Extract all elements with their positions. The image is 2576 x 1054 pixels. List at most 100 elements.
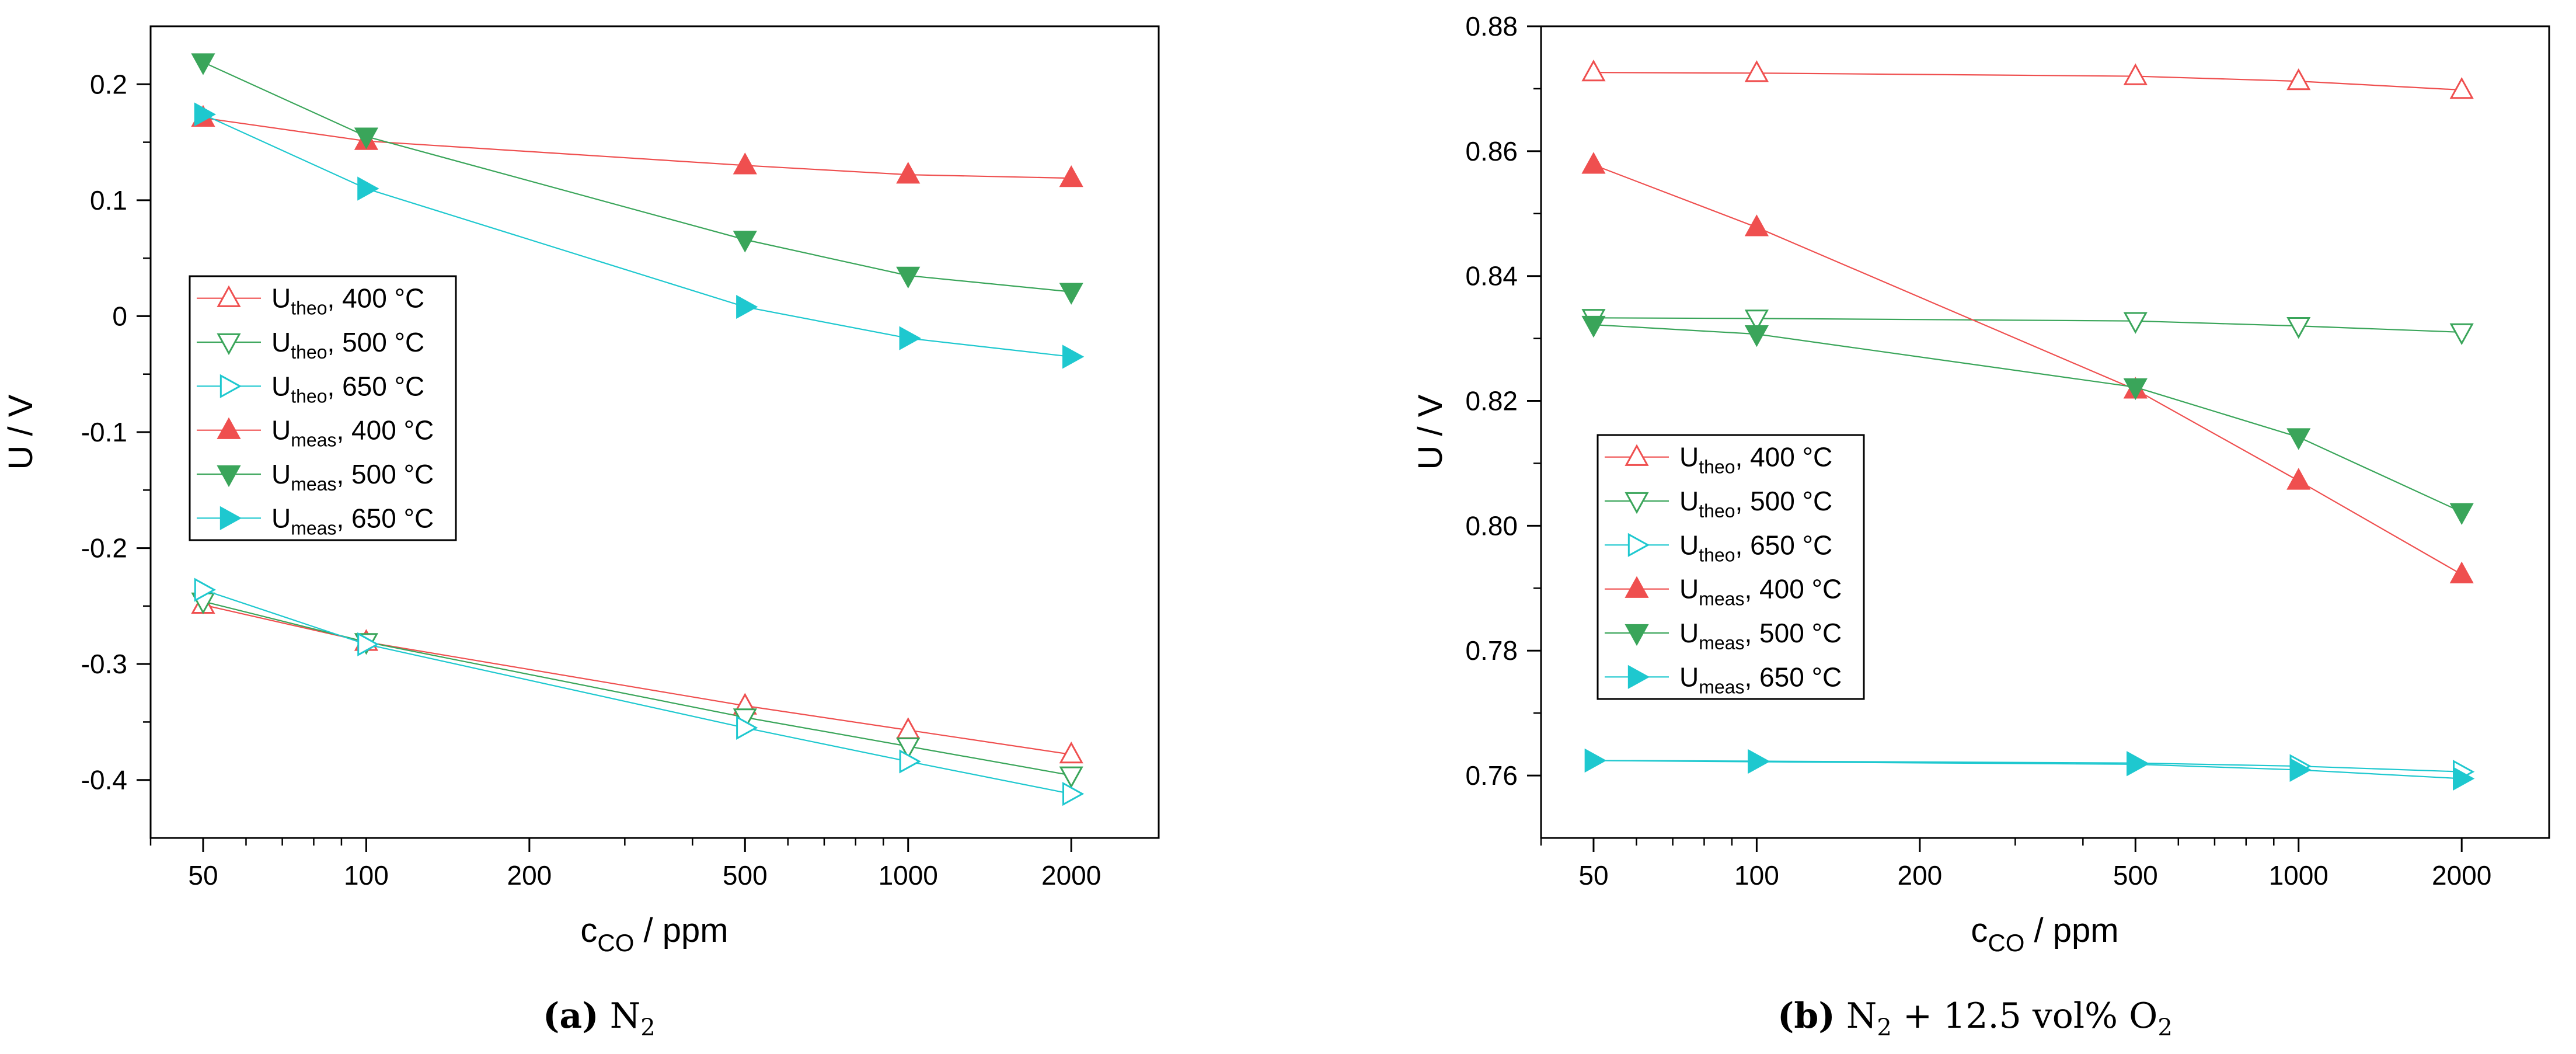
panel-a-data-point [896, 266, 921, 289]
panel-b-legend-label: Utheo, 400 °C [1679, 442, 1832, 478]
panel-a-x-tick-label: 1000 [879, 860, 938, 890]
caption-a-label: (a) [543, 996, 599, 1036]
panel-b-data-point [2123, 63, 2148, 85]
panel-b-series-line-2 [1593, 760, 2462, 773]
panel-a-data-point [357, 176, 379, 201]
caption-a-gas: N [609, 996, 641, 1036]
panel-a-data-point [194, 578, 217, 602]
panel-b-legend-marker [1625, 492, 1649, 514]
panel-b-legend-box [1597, 434, 1865, 700]
panel-b-legend-label: Umeas, 650 °C [1679, 662, 1842, 697]
caption-b-rest-sub: 2 [2157, 1014, 2173, 1041]
panel-a-y-tick-label: 0.2 [90, 69, 127, 99]
panel-a-data-point [899, 749, 921, 774]
panel-a-x-tick-label: 2000 [1041, 860, 1101, 890]
panel-b-data-point [2286, 317, 2311, 339]
panel-a-legend-label: Utheo, 400 °C [271, 283, 424, 319]
panel-b-data-point [2286, 68, 2311, 91]
chart-panel-a: 50 100 200 500 1000 2000 -0.4 -0.3 -0.2 -0.1 0 0.1 0… [2, 25, 1160, 956]
panel-a-data-point [899, 326, 921, 350]
panel-a-series-line-0 [203, 604, 1072, 756]
panel-b-data-point [1581, 60, 1606, 82]
panel-b-legend: Utheo, 400 °C Utheo, 500 °C Utheo, 650 °C U… [1597, 434, 1865, 700]
panel-a-y-tick-label: -0.4 [81, 765, 127, 795]
panel-a-data-point [1059, 741, 1083, 764]
panel-a-legend-box [189, 275, 457, 541]
caption-b: (b) N2 + 12.5 vol% O2 [1777, 996, 2173, 1041]
panel-b-y-tick-label: 0.76 [1465, 760, 1518, 791]
panel-b-x-tick-label: 1000 [2269, 860, 2328, 890]
panel-b-legend-marker [1625, 444, 1649, 466]
panel-a-legend-label: Umeas, 650 °C [271, 503, 434, 538]
panel-b-data-point [2449, 323, 2474, 346]
panel-b-data-point [2127, 752, 2149, 777]
panel-b-data-point [2453, 766, 2475, 791]
panel-b-x-tick-label: 50 [1578, 860, 1608, 890]
panel-b-y-tick-label: 0.82 [1465, 386, 1518, 416]
panel-a-legend-marker [217, 285, 241, 307]
panel-b-y-tick-label: 0.78 [1465, 635, 1518, 666]
panel-b-legend-label: Umeas, 500 °C [1679, 618, 1842, 653]
panel-b-legend-label: Umeas, 400 °C [1679, 574, 1842, 610]
panel-a-data-point [733, 152, 757, 175]
panel-a-data-point [736, 294, 758, 319]
panel-b-data-point [2123, 312, 2148, 334]
caption-b-label: (b) [1777, 996, 1835, 1036]
panel-b-data-point [2449, 503, 2474, 525]
panel-b-y-axis-label: U / V [1411, 394, 1449, 469]
panel-b-legend-label: Utheo, 500 °C [1679, 486, 1832, 521]
panel-a-data-point [733, 231, 757, 253]
panel-a-data-point [1059, 283, 1083, 305]
panel-b-data-point [1581, 152, 1606, 174]
chart-panel-b: 50 100 200 500 1000 2000 0.76 0.78 0.80 0.82 0.84 0… [1411, 11, 2550, 956]
panel-a-legend-marker [217, 465, 241, 488]
panel-a-legend-marker [217, 417, 241, 439]
panel-b-data-point [2449, 561, 2474, 583]
panel-b-legend-marker [1627, 533, 1650, 557]
panel-a-data-point [357, 632, 379, 656]
panel-b-data-point [1744, 214, 1769, 236]
panel-a-legend-label: Utheo, 500 °C [271, 327, 424, 363]
panel-a-legend-label: Umeas, 400 °C [271, 415, 434, 451]
panel-b-y-tick-label: 0.86 [1465, 136, 1518, 166]
panel-b-y-tick-label: 0.80 [1465, 510, 1518, 541]
panel-a-y-tick-label: 0 [112, 301, 127, 331]
panel-b-plot-frame [1540, 25, 2550, 839]
panel-b-data-point [2286, 468, 2311, 490]
panel-b-x-tick-label: 100 [1734, 860, 1779, 890]
panel-a-data-point [1062, 345, 1085, 369]
panel-b-data-point [1748, 749, 1770, 774]
panel-a-x-axis-label: cCO / ppm [580, 912, 728, 956]
panel-a-legend-label: Umeas, 500 °C [271, 459, 434, 495]
panel-b-data-point [1744, 309, 1769, 332]
panel-b-y-tick-label: 0.88 [1465, 11, 1518, 41]
panel-a-series-line-3 [203, 117, 1072, 179]
panel-a-data-point [191, 53, 215, 75]
caption-a: (a) N2 [543, 996, 656, 1041]
panel-b-y-tick-label: 0.84 [1465, 261, 1518, 291]
panel-a-data-point [896, 162, 921, 184]
panel-a-series-line-4 [203, 61, 1072, 293]
panel-b-data-point [1581, 315, 1606, 338]
panel-a-y-tick-label: 0.1 [90, 185, 127, 215]
panel-b-series-line-5 [1593, 760, 2462, 780]
panel-a-data-point [1059, 165, 1083, 187]
panel-a-y-tick-label: -0.1 [81, 417, 127, 447]
panel-b-legend-label: Utheo, 650 °C [1679, 530, 1832, 565]
panel-a-series-line-1 [203, 600, 1072, 776]
panel-b-series-line-1 [1593, 317, 2462, 333]
panel-a-legend-label: Utheo, 650 °C [271, 371, 424, 406]
panel-b-data-point [2123, 378, 2148, 401]
panel-a-data-point [354, 127, 379, 149]
panel-a-data-point [736, 715, 758, 740]
panel-b-legend-marker [1625, 624, 1649, 646]
panel-a-y-tick-label: -0.3 [81, 649, 127, 679]
panel-b-data-point [2449, 76, 2474, 99]
panel-a-y-axis-label: U / V [2, 394, 40, 469]
panel-a-legend: Utheo, 400 °C Utheo, 500 °C Utheo, 650 °C U… [189, 275, 457, 541]
panel-a-x-tick-label: 100 [344, 860, 389, 890]
panel-b-x-tick-label: 200 [1897, 860, 1942, 890]
panel-a-x-tick-label: 500 [723, 860, 768, 890]
panel-a-legend-marker [219, 506, 242, 530]
